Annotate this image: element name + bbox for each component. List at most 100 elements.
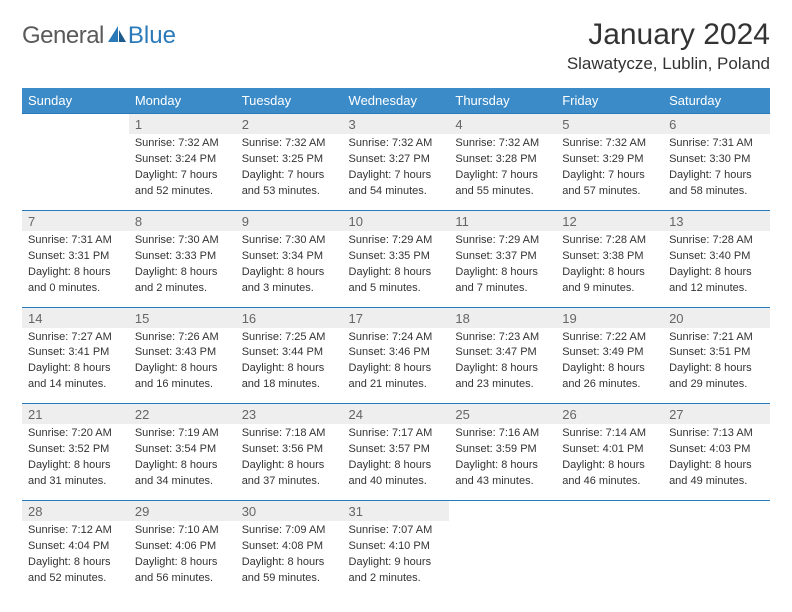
sunset-text: Sunset: 3:33 PM xyxy=(135,250,216,262)
sunset-text: Sunset: 3:56 PM xyxy=(242,443,323,455)
day-number-cell: 2 xyxy=(236,114,343,135)
day-detail-cell: Sunrise: 7:12 AMSunset: 4:04 PMDaylight:… xyxy=(22,521,129,597)
sunrise-text: Sunrise: 7:17 AM xyxy=(349,427,433,439)
daylight-text: Daylight: 8 hours and 34 minutes. xyxy=(135,459,218,487)
sunset-text: Sunset: 3:37 PM xyxy=(455,250,536,262)
day-detail-cell: Sunrise: 7:26 AMSunset: 3:43 PMDaylight:… xyxy=(129,328,236,404)
day-detail-cell: Sunrise: 7:32 AMSunset: 3:24 PMDaylight:… xyxy=(129,134,236,210)
calendar-table: Sunday Monday Tuesday Wednesday Thursday… xyxy=(22,88,770,597)
day-number-cell: 8 xyxy=(129,210,236,231)
daylight-text: Daylight: 8 hours and 0 minutes. xyxy=(28,266,111,294)
day-detail-cell: Sunrise: 7:25 AMSunset: 3:44 PMDaylight:… xyxy=(236,328,343,404)
daylight-text: Daylight: 7 hours and 57 minutes. xyxy=(562,169,645,197)
sunrise-text: Sunrise: 7:30 AM xyxy=(242,234,326,246)
sunset-text: Sunset: 4:04 PM xyxy=(28,540,109,552)
daylight-text: Daylight: 8 hours and 18 minutes. xyxy=(242,362,325,390)
sunset-text: Sunset: 3:28 PM xyxy=(455,153,536,165)
sunrise-text: Sunrise: 7:30 AM xyxy=(135,234,219,246)
day-number-cell: 7 xyxy=(22,210,129,231)
daylight-text: Daylight: 8 hours and 14 minutes. xyxy=(28,362,111,390)
sunset-text: Sunset: 3:34 PM xyxy=(242,250,323,262)
sunrise-text: Sunrise: 7:32 AM xyxy=(455,137,539,149)
sunset-text: Sunset: 3:43 PM xyxy=(135,346,216,358)
day-detail-cell: Sunrise: 7:30 AMSunset: 3:34 PMDaylight:… xyxy=(236,231,343,307)
day-number-cell: 29 xyxy=(129,501,236,522)
day-detail-cell: Sunrise: 7:32 AMSunset: 3:29 PMDaylight:… xyxy=(556,134,663,210)
sunset-text: Sunset: 4:10 PM xyxy=(349,540,430,552)
brand-logo: General Blue xyxy=(22,18,176,50)
day-number-cell: 5 xyxy=(556,114,663,135)
daylight-text: Daylight: 8 hours and 46 minutes. xyxy=(562,459,645,487)
day-number-cell: 18 xyxy=(449,307,556,328)
daylight-text: Daylight: 8 hours and 37 minutes. xyxy=(242,459,325,487)
day-number-row: 28293031 xyxy=(22,501,770,522)
day-number-cell: 27 xyxy=(663,404,770,425)
day-detail-cell: Sunrise: 7:18 AM Sunset: 3:56 PM Daylight:… xyxy=(236,424,343,500)
day-number-cell: 21 xyxy=(22,404,129,425)
sunrise-text: Sunrise: 7:28 AM xyxy=(562,234,646,246)
day-number-cell xyxy=(449,501,556,522)
daylight-text: Daylight: 8 hours and 7 minutes. xyxy=(455,266,538,294)
day-number-row: 21222324252627 xyxy=(22,404,770,425)
day-detail-cell: Sunrise: 7:29 AMSunset: 3:37 PMDaylight:… xyxy=(449,231,556,307)
day-detail-cell: Sunrise: 7:17 AMSunset: 3:57 PMDaylight:… xyxy=(343,424,450,500)
sunrise-text: Sunrise: 7:31 AM xyxy=(669,137,753,149)
sunset-text: Sunset: 3:30 PM xyxy=(669,153,750,165)
sunrise-text: Sunrise: 7:26 AM xyxy=(135,331,219,343)
day-detail-cell: Sunrise: 7:24 AMSunset: 3:46 PMDaylight:… xyxy=(343,328,450,404)
day-detail-cell: Sunrise: 7:23 AMSunset: 3:47 PMDaylight:… xyxy=(449,328,556,404)
sunset-text: Sunset: 3:51 PM xyxy=(669,346,750,358)
day-number-cell xyxy=(663,501,770,522)
day-number-cell: 10 xyxy=(343,210,450,231)
sunset-text: Sunset: 3:29 PM xyxy=(562,153,643,165)
day-number-cell: 14 xyxy=(22,307,129,328)
day-number-cell: 23 xyxy=(236,404,343,425)
day-number-cell xyxy=(22,114,129,135)
day-number-cell: 31 xyxy=(343,501,450,522)
sunrise-text: Sunrise: 7:32 AM xyxy=(135,137,219,149)
sunset-text: Sunset: 3:35 PM xyxy=(349,250,430,262)
day-number-cell: 24 xyxy=(343,404,450,425)
month-title: January 2024 xyxy=(567,18,770,52)
logo-text-general: General xyxy=(22,22,104,50)
sunset-text: Sunset: 4:01 PM xyxy=(562,443,643,455)
day-detail-row: Sunrise: 7:31 AMSunset: 3:31 PMDaylight:… xyxy=(22,231,770,307)
day-number-cell: 30 xyxy=(236,501,343,522)
day-detail-cell: Sunrise: 7:30 AMSunset: 3:33 PMDaylight:… xyxy=(129,231,236,307)
day-detail-cell xyxy=(22,134,129,210)
sunset-text: Sunset: 3:27 PM xyxy=(349,153,430,165)
daylight-text: Daylight: 7 hours and 54 minutes. xyxy=(349,169,432,197)
day-detail-row: Sunrise: 7:27 AMSunset: 3:41 PMDaylight:… xyxy=(22,328,770,404)
sunset-text: Sunset: 3:41 PM xyxy=(28,346,109,358)
day-number-cell: 12 xyxy=(556,210,663,231)
daylight-text: Daylight: 9 hours and 2 minutes. xyxy=(349,556,432,584)
day-detail-cell: Sunrise: 7:07 AMSunset: 4:10 PMDaylight:… xyxy=(343,521,450,597)
day-detail-cell: Sunrise: 7:19 AMSunset: 3:54 PMDaylight:… xyxy=(129,424,236,500)
sunset-text: Sunset: 4:08 PM xyxy=(242,540,323,552)
day-detail-cell: Sunrise: 7:09 AMSunset: 4:08 PMDaylight:… xyxy=(236,521,343,597)
day-detail-cell: Sunrise: 7:32 AMSunset: 3:25 PMDaylight:… xyxy=(236,134,343,210)
sunrise-text: Sunrise: 7:10 AM xyxy=(135,524,219,536)
sunrise-text: Sunrise: 7:18 AM xyxy=(242,427,326,439)
sunrise-text: Sunrise: 7:21 AM xyxy=(669,331,753,343)
day-number-cell: 4 xyxy=(449,114,556,135)
title-block: January 2024 Slawatycze, Lublin, Poland xyxy=(567,18,770,74)
day-number-cell: 19 xyxy=(556,307,663,328)
weekday-header: Monday xyxy=(129,88,236,114)
day-detail-cell: Sunrise: 7:13 AMSunset: 4:03 PMDaylight:… xyxy=(663,424,770,500)
weekday-header-row: Sunday Monday Tuesday Wednesday Thursday… xyxy=(22,88,770,114)
day-detail-cell xyxy=(556,521,663,597)
sunset-text: Sunset: 3:46 PM xyxy=(349,346,430,358)
day-detail-cell: Sunrise: 7:28 AMSunset: 3:38 PMDaylight:… xyxy=(556,231,663,307)
daylight-text: Daylight: 8 hours and 23 minutes. xyxy=(455,362,538,390)
day-detail-row: Sunrise: 7:20 AMSunset: 3:52 PMDaylight:… xyxy=(22,424,770,500)
day-number-cell: 3 xyxy=(343,114,450,135)
sunset-text: Sunset: 3:47 PM xyxy=(455,346,536,358)
day-detail-cell: Sunrise: 7:10 AMSunset: 4:06 PMDaylight:… xyxy=(129,521,236,597)
day-number-cell: 6 xyxy=(663,114,770,135)
sunrise-text: Sunrise: 7:19 AM xyxy=(135,427,219,439)
day-detail-cell: Sunrise: 7:32 AMSunset: 3:27 PMDaylight:… xyxy=(343,134,450,210)
logo-sail-icon xyxy=(106,24,128,49)
sunset-text: Sunset: 3:59 PM xyxy=(455,443,536,455)
day-detail-cell: Sunrise: 7:20 AMSunset: 3:52 PMDaylight:… xyxy=(22,424,129,500)
